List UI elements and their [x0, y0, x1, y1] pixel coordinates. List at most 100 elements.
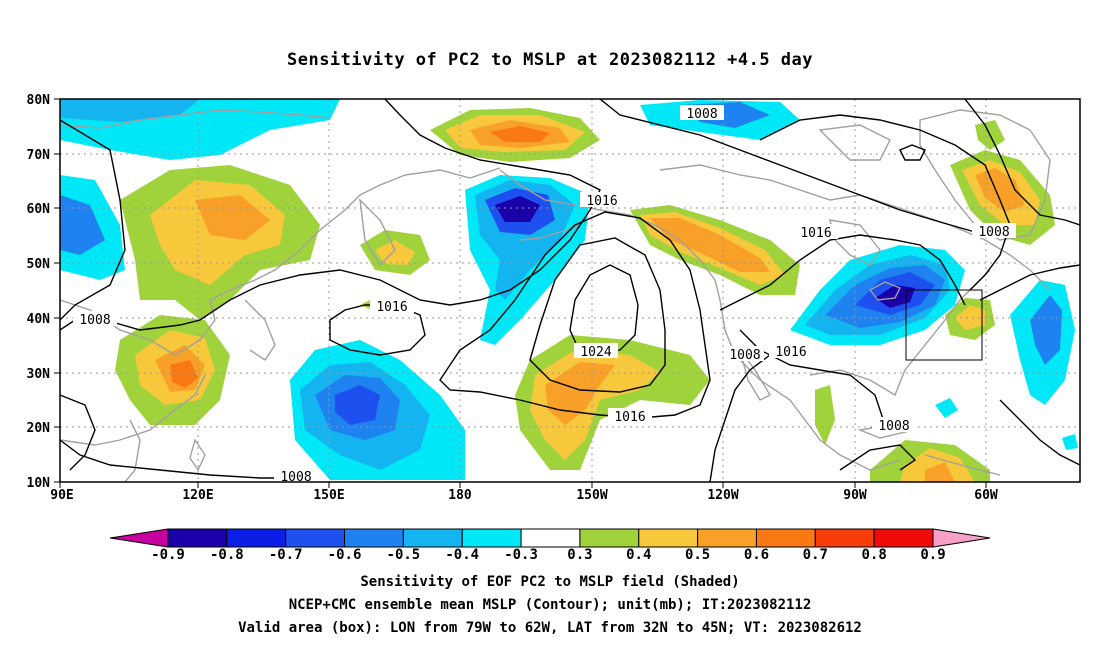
contour-labels: 1008 1016 1016 1008 1016 1008 1024 1016 … [73, 105, 1016, 485]
coast-archipelago [818, 124, 891, 161]
colorbar-swatch [226, 528, 287, 548]
shade-blue-small2 [1062, 434, 1078, 450]
colorbar-swatch [873, 528, 934, 548]
caption-valid-area: Valid area (box): LON from 79W to 62W, L… [238, 620, 862, 636]
colorbar-swatch [167, 528, 228, 548]
colorbar-low-arrow [109, 528, 169, 548]
contour-1008-nw2 [60, 99, 601, 331]
contour-1016-east [999, 399, 1080, 466]
contour-label: 1016 [614, 410, 645, 425]
colorbar-label: 0.6 [744, 547, 769, 563]
colorbar-label: -0.9 [151, 547, 185, 563]
colorbar-label: 0.8 [862, 547, 887, 563]
shade-orange-canada [650, 218, 770, 272]
coast-aleutians [519, 224, 581, 241]
contour-label: 1024 [580, 345, 611, 360]
colorbar-swatch [814, 528, 875, 548]
contour-label: 1008 [878, 419, 909, 434]
lon-tick-label: 60W [974, 488, 998, 503]
contour-1016-north [599, 99, 976, 233]
sensitivity-shading [60, 99, 1078, 482]
lat-tick-label: 20N [27, 421, 51, 436]
contour-1016-kamchatka [329, 304, 426, 356]
colorbar-label: -0.5 [387, 547, 421, 563]
coast-east-asia [60, 167, 501, 356]
lat-tick-label: 70N [27, 148, 51, 163]
contour-label: 1008 [280, 470, 311, 485]
contour-1008-nw [60, 119, 126, 321]
shade-orange-greenland [975, 168, 1025, 212]
shade-blue-small1 [935, 398, 958, 418]
colorbar-swatch [697, 528, 757, 548]
contour-1008-south [60, 439, 290, 479]
contour-1008-se [839, 444, 917, 471]
coast-kamchatka [359, 198, 396, 267]
shade-dkorange-china [170, 360, 198, 388]
mslp-contours [60, 99, 1080, 482]
map-plot-area: 1008 1016 1016 1008 1016 1008 1024 1016 … [60, 99, 1080, 485]
colorbar-swatch [755, 528, 816, 548]
lon-tick-label: 90W [843, 488, 867, 503]
lat-tick-label: 60N [27, 202, 51, 217]
contour-1016-lakes [719, 234, 966, 311]
contour-1008-greenland [964, 99, 1080, 226]
lon-tick-label: 120E [182, 488, 213, 503]
colorbar-label: -0.8 [210, 547, 244, 563]
colorbar-swatch [520, 528, 581, 548]
contour-1016-big [439, 211, 711, 419]
shade-orange-south [925, 462, 955, 482]
colorbar-label: -0.6 [328, 547, 362, 563]
axis-ticks [54, 98, 987, 488]
figure-title: Sensitivity of PC2 to MSLP at 2023082112… [286, 50, 813, 70]
coast-greenland [919, 109, 1051, 241]
valid-area-box [905, 289, 983, 361]
lat-tick-label: 30N [27, 367, 51, 382]
shade-orange-subtropic [545, 362, 615, 425]
shade-blue-alaska-core [495, 196, 540, 222]
contour-1016-indochina [60, 394, 96, 471]
contour-label: 1016 [800, 226, 831, 241]
colorbar-swatch [402, 528, 463, 548]
lat-tick-label: 80N [27, 93, 51, 108]
colorbar-label: -0.4 [445, 547, 479, 563]
shade-blue-wpac-core [335, 385, 380, 425]
colorbar-label: -0.7 [269, 547, 303, 563]
coast-siberia-north [60, 109, 331, 129]
shade-dkorange-arctic [490, 126, 550, 142]
lon-tick-label: 150E [313, 488, 344, 503]
plot-frame [59, 98, 1081, 483]
coast-hudson [829, 219, 881, 266]
shade-blue-west-inner [60, 195, 105, 255]
lat-tick-label: 40N [27, 312, 51, 327]
colorbar-swatch [638, 528, 699, 548]
coast-philippines [189, 438, 206, 472]
colorbar-label: 0.4 [626, 547, 651, 563]
contour-label: 1008 [978, 225, 1009, 240]
colorbar-label: 0.7 [803, 547, 828, 563]
shade-orange-ne-asia [195, 195, 270, 240]
lon-tick-label: 120W [707, 488, 738, 503]
coast-japan [244, 299, 276, 361]
lat-tick-label: 10N [27, 476, 51, 491]
colorbar-swatch [285, 528, 346, 548]
coast-alaska [499, 169, 901, 471]
contour-label: 1008 [729, 348, 760, 363]
contour-label: 1016 [775, 345, 806, 360]
caption-shading: Sensitivity of EOF PC2 to MSLP field (Sh… [360, 574, 740, 590]
colorbar-label: 0.3 [567, 547, 592, 563]
caption-contour: NCEP+CMC ensemble mean MSLP (Contour); u… [288, 597, 812, 613]
colorbar: -0.9 -0.8 -0.7 -0.6 -0.5 -0.4 -0.3 0.3 0.4 0.5 0.6… [109, 528, 991, 563]
contour-1020 [529, 237, 666, 393]
shade-yellow-atlantic [955, 305, 985, 330]
lon-tick-label: 180 [448, 488, 472, 503]
contour-1008-east [979, 264, 1080, 301]
contour-label: 1016 [376, 300, 407, 315]
lat-tick-label: 50N [27, 257, 51, 272]
lon-tick-labels: 90E 120E 150E 180 150W 120W 90W 60W [50, 488, 998, 503]
contour-1008-pole [759, 114, 1011, 291]
lon-tick-label: 90E [50, 488, 73, 503]
colorbar-swatch [344, 528, 404, 548]
contour-small-loop [899, 144, 926, 161]
contour-label: 1008 [686, 107, 717, 122]
